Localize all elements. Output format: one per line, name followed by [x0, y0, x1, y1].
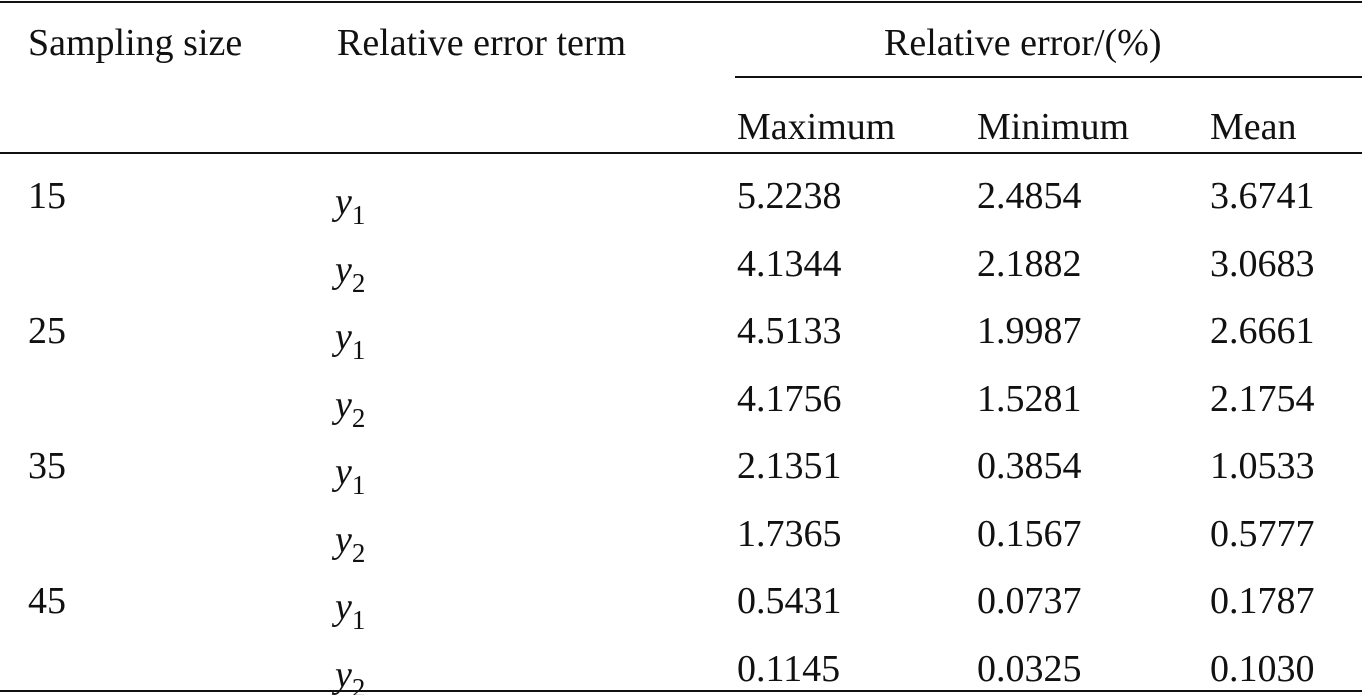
error-term: y1: [335, 450, 366, 500]
value-cell: 3.6741: [1210, 175, 1315, 217]
error-term: y2: [335, 248, 366, 298]
term-subscript: 1: [351, 335, 366, 365]
term-variable: y: [335, 383, 352, 426]
term-variable: y: [335, 248, 352, 291]
term-subscript: 1: [351, 200, 366, 230]
value-cell: 2.1351: [737, 445, 842, 487]
sampling-size: 25: [28, 310, 66, 352]
term-subscript: 2: [351, 267, 366, 298]
value-cell: 0.0737: [977, 580, 1082, 622]
value-cell: 2.6661: [1210, 310, 1315, 352]
term-variable: y: [335, 181, 352, 223]
term-subscript: 1: [351, 470, 366, 500]
term-subscript: 2: [351, 402, 366, 433]
error-term: y2: [335, 653, 365, 695]
value-cell: 0.1030: [1210, 647, 1315, 690]
term-variable: y: [335, 653, 352, 695]
value-cell: 2.4854: [977, 175, 1082, 217]
value-cell: 0.3854: [977, 445, 1082, 487]
value-cell: 0.0325: [977, 647, 1082, 690]
group-rule: [735, 76, 1362, 78]
sampling-size: 45: [28, 580, 66, 622]
value-cell: 5.2238: [737, 175, 842, 217]
term-variable: y: [335, 451, 352, 493]
value-cell: 4.1344: [737, 242, 842, 285]
value-cell: 0.1567: [977, 512, 1082, 555]
value-cell: 0.1787: [1210, 580, 1315, 622]
value-cell: 1.9987: [977, 310, 1082, 352]
error-term: y1: [335, 315, 366, 365]
term-variable: y: [335, 316, 352, 358]
term-variable: y: [335, 518, 352, 561]
value-cell: 0.5777: [1210, 512, 1315, 555]
error-term: y2: [335, 383, 366, 433]
value-cell: 0.1145: [737, 647, 841, 690]
value-cell: 4.5133: [737, 310, 842, 352]
subheader-cell: Maximum: [737, 106, 896, 148]
error-term: y1: [335, 585, 366, 635]
value-cell: 0.5431: [737, 580, 842, 622]
value-cell: 2.1882: [977, 242, 1082, 285]
bottom-rule: [0, 690, 1362, 692]
subheader-cell: Minimum: [977, 106, 1130, 148]
value-cell: 1.7365: [737, 512, 842, 555]
sampling-size: 35: [28, 445, 66, 487]
error-term: y2: [335, 518, 366, 568]
value-cell: 1.5281: [977, 377, 1082, 420]
subheader-cell: Mean: [1210, 106, 1297, 148]
term-subscript: 1: [351, 605, 366, 635]
header-cell: Sampling size: [28, 22, 243, 64]
header-cell: Relative error/(%): [884, 22, 1162, 64]
value-cell: 4.1756: [737, 377, 842, 420]
term-subscript: 2: [351, 537, 366, 568]
value-cell: 3.0683: [1210, 242, 1315, 285]
term-subscript: 2: [351, 672, 366, 695]
header-cell: Relative error term: [337, 22, 627, 64]
value-cell: 1.0533: [1210, 445, 1315, 487]
sampling-size: 15: [28, 175, 66, 217]
top-rule: [0, 1, 1362, 3]
header-rule: [0, 152, 1362, 154]
error-term: y1: [335, 180, 366, 230]
term-variable: y: [335, 586, 352, 628]
value-cell: 2.1754: [1210, 377, 1315, 420]
